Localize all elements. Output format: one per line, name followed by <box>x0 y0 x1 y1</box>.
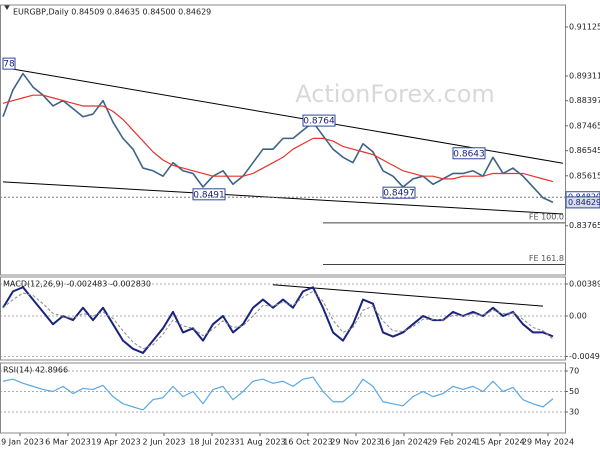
trendline <box>272 284 544 307</box>
y-tick-label: 0.83765 <box>569 221 600 230</box>
panel: ActionForex.com FE 100.0 FE 161.8 78 0.8491 0… <box>0 57 565 265</box>
annotation-label: 0.8764 <box>303 117 335 127</box>
y-tick-label: 0.89311 <box>569 71 600 80</box>
y-tick-label: 50 <box>569 387 579 396</box>
x-tick-label: 15 Apr 2024 <box>475 438 524 447</box>
x-tick-label: 19 Apr 2023 <box>91 438 140 447</box>
panel-frame <box>0 362 566 434</box>
series-line <box>2 376 554 411</box>
y-tick-label: -0.004927 <box>569 352 600 361</box>
annotation-box <box>452 147 486 160</box>
y-tick-label: 0.87465 <box>569 121 600 130</box>
y-tick-label: 0.86545 <box>569 146 600 155</box>
price-tag-label: 0.84629 <box>568 198 600 207</box>
panel <box>0 370 565 413</box>
x-tick-label: 16 Jan 2024 <box>380 438 428 447</box>
annotation-label: 78 <box>3 60 15 70</box>
x-tick-label: 29 Nov 2023 <box>330 438 381 447</box>
annotation-box <box>2 57 16 70</box>
x-tick-label: 29 May 2024 <box>522 438 574 447</box>
y-tick-label: 0.85615 <box>569 171 600 180</box>
x-tick-label: 18 Jul 2023 <box>189 438 234 447</box>
series-line <box>2 72 554 204</box>
fe-label: FE 100.0 <box>529 212 564 221</box>
trendline <box>2 181 564 215</box>
series-line <box>2 290 554 350</box>
annotation-label: 0.8491 <box>193 190 225 200</box>
annotation-label: 0.8497 <box>383 189 415 199</box>
y-tick-label: 70 <box>569 366 579 375</box>
fe-label: FE 161.8 <box>529 254 564 263</box>
panel-title: MACD(12,26,9) -0.002483 -0.002830 <box>3 280 151 289</box>
x-tick-label: 6 Mar 2023 <box>45 438 91 447</box>
watermark: ActionForex.com <box>295 80 495 108</box>
annotation-box <box>382 186 416 199</box>
x-tick-label: 19 Jan 2023 <box>0 438 44 447</box>
x-tick-label: 29 Feb 2024 <box>427 438 477 447</box>
annotation-box <box>302 114 336 127</box>
x-tick-label: 31 Aug 2023 <box>234 438 285 447</box>
series-line <box>2 94 554 183</box>
x-tick-label: 2 Jun 2023 <box>142 438 185 447</box>
trendline <box>2 66 564 164</box>
y-tick-label: 30 <box>569 407 579 416</box>
y-tick-label: 0.91125 <box>569 23 600 32</box>
series-line <box>2 286 554 354</box>
panel <box>0 283 565 357</box>
menu-icon <box>4 5 10 10</box>
panel-frame <box>0 4 566 276</box>
y-tick-label: 0.003897 <box>569 280 600 289</box>
annotation-box <box>192 188 226 201</box>
panel-title: RSI(14) 42.8966 <box>3 366 68 375</box>
y-tick-label: 0.88397 <box>569 96 600 105</box>
price-tag <box>565 196 600 209</box>
panel-frame <box>0 276 566 361</box>
panel-title: EURGBP,Daily 0.84509 0.84635 0.84500 0.8… <box>13 8 211 17</box>
y-tick-label: 0.00 <box>569 311 587 320</box>
x-tick-label: 16 Oct 2023 <box>283 438 332 447</box>
annotation-label: 0.8643 <box>453 149 485 159</box>
